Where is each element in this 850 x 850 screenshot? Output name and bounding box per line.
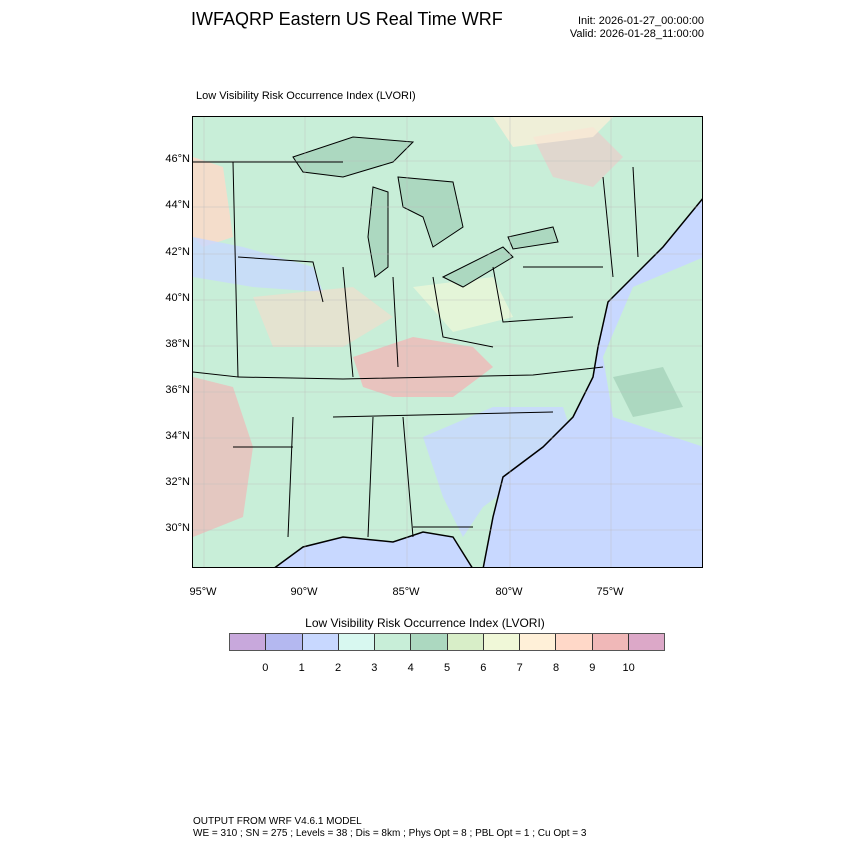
lat-label: 30°N: [165, 522, 190, 534]
colorbar-swatch: [592, 634, 629, 650]
kentucky-high-area: [353, 337, 493, 397]
southwest-high-area: [193, 377, 253, 537]
ohio-mixed: [413, 277, 513, 332]
iowa-blue-area: [193, 237, 323, 292]
colorbar-label: 1: [298, 662, 305, 674]
coastline: [274, 198, 702, 567]
lake-ontario: [507, 226, 559, 250]
footer-model: OUTPUT FROM WRF V4.6.1 MODEL: [193, 816, 362, 827]
lat-label: 40°N: [165, 292, 190, 304]
footer-settings: WE = 310 ; SN = 275 ; Levels = 38 ; Dis …: [193, 828, 587, 839]
colorbar-swatch: [266, 634, 303, 650]
colorbar-swatch: [447, 634, 484, 650]
colorbar-label: 0: [262, 662, 269, 674]
lat-label: 46°N: [165, 153, 190, 165]
gulf-of-mexico: [275, 532, 472, 567]
colorbar-label: 6: [480, 662, 487, 674]
colorbar-swatch: [556, 634, 593, 650]
graticule: [193, 117, 702, 567]
lat-label: 32°N: [165, 476, 190, 488]
plot-subtitle: Low Visibility Risk Occurrence Index (LV…: [196, 90, 416, 102]
colorbar-label: 9: [589, 662, 596, 674]
page-title: IWFAQRP Eastern US Real Time WRF: [191, 9, 503, 29]
colorbar-swatch: [520, 634, 557, 650]
valid-time: Valid: 2026-01-28_11:00:00: [569, 28, 704, 40]
lat-label: 44°N: [165, 199, 190, 211]
colorbar-label: 4: [407, 662, 414, 674]
colorbar-swatch: [483, 634, 520, 650]
state-borders: [193, 161, 639, 538]
time-info: Init: 2026-01-27_00:00:00 Valid: 2026-01…: [570, 15, 704, 41]
canada-yellow-area: [493, 117, 613, 147]
colorbar-label: 2: [334, 662, 342, 674]
colorbar-title: Low Visibility Risk Occurrence Index (LV…: [305, 616, 545, 630]
lat-label: 34°N: [165, 430, 190, 442]
lat-label: 38°N: [165, 338, 190, 350]
colorbar-label: 10: [622, 662, 635, 674]
lake-erie: [441, 246, 514, 288]
lon-label: 85°W: [392, 586, 420, 598]
map-panel: [192, 116, 703, 568]
midwest-mixed: [253, 287, 393, 347]
colorbar-label: 8: [552, 662, 560, 674]
colorbar-swatch: [375, 634, 412, 650]
southeast-low-area: [423, 407, 573, 537]
lat-label: 36°N: [165, 384, 190, 396]
colorbar: [229, 633, 665, 651]
lon-label: 75°W: [596, 586, 624, 598]
colorbar-swatch: [230, 634, 267, 650]
lon-label: 95°W: [189, 586, 217, 598]
lat-label: 42°N: [165, 246, 190, 258]
colorbar-label: 5: [443, 662, 451, 674]
lon-label: 90°W: [290, 586, 318, 598]
lvori-map: [193, 117, 702, 567]
colorbar-swatch: [628, 634, 664, 650]
lon-label: 80°W: [495, 586, 523, 598]
west-pink-area: [193, 157, 233, 247]
offshore-green: [603, 257, 702, 447]
colorbar-label: 3: [371, 662, 378, 674]
colorbar-label: 7: [516, 662, 523, 674]
colorbar-swatch: [338, 634, 375, 650]
lake-michigan: [367, 186, 389, 278]
lake-superior: [292, 136, 415, 178]
canada-pink-area: [533, 127, 623, 187]
colorbar-swatch: [302, 634, 339, 650]
init-time: Init: 2026-01-27_00:00:00: [578, 15, 704, 27]
colorbar-swatch: [411, 634, 448, 650]
